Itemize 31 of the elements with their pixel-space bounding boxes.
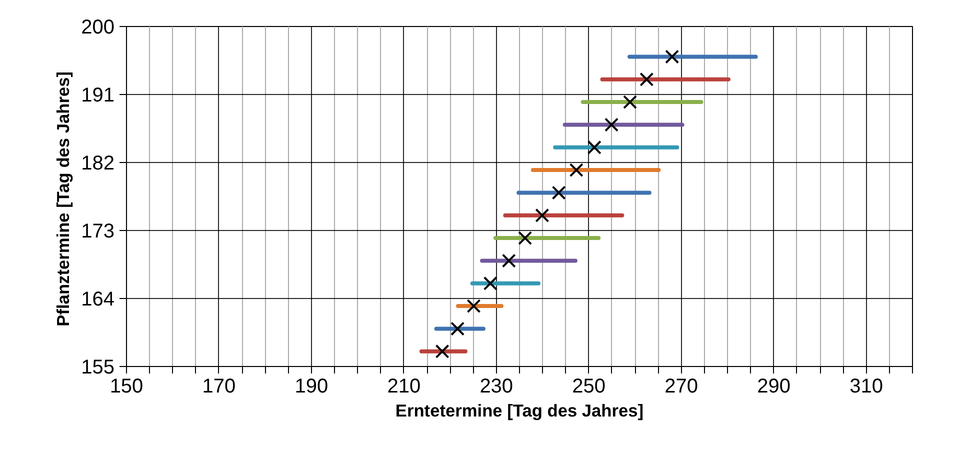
x-tick-label: 190 [294,376,328,398]
point [604,118,619,132]
point [518,231,532,246]
point [622,95,638,110]
x-tick-label: 310 [850,376,883,398]
y-tick-label: 182 [81,152,115,174]
x-tick-label: 210 [387,376,421,398]
y-tick-label: 173 [81,220,115,242]
point [640,72,654,86]
point [435,344,450,358]
point [552,186,566,200]
y-tick-label: 155 [81,356,115,378]
point [466,299,481,314]
point [569,163,584,178]
x-tick-label: 270 [664,376,698,398]
y-tick-label: 164 [81,288,115,310]
point [535,208,550,222]
point [450,322,465,336]
x-tick-label: 230 [480,376,514,398]
point [502,254,516,268]
y-tick-label: 191 [81,84,115,106]
y-axis-title: Pflanztermine [Tag des Jahres] [53,71,74,326]
point [587,140,602,154]
point [483,276,498,290]
point [665,50,680,64]
x-tick-label: 170 [202,376,236,398]
x-tick-label: 250 [572,376,606,398]
x-tick-label: 290 [757,376,790,398]
x-tick-label: 150 [110,376,144,398]
y-tick-label: 200 [81,16,115,38]
x-axis-title: Erntetermine [Tag des Jahres] [395,400,644,420]
